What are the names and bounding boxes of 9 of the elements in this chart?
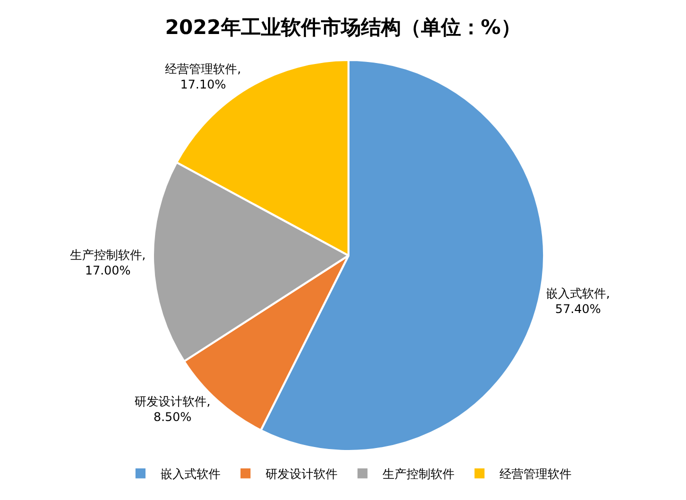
- legend-label: 嵌入式软件: [160, 467, 220, 481]
- legend-label: 经营管理软件: [500, 467, 572, 481]
- chart-title: 2022年工业软件市场结构（单位：%）: [165, 15, 521, 39]
- data-label: 研发设计软件, 8.50%: [134, 394, 210, 424]
- data-label: 生产控制软件, 17.00%: [70, 248, 146, 278]
- legend-label: 生产控制软件: [382, 467, 454, 481]
- legend-label: 研发设计软件: [266, 467, 338, 481]
- data-label: 经营管理软件, 17.10%: [165, 62, 242, 92]
- data-label: 嵌入式软件, 57.40%: [546, 286, 610, 316]
